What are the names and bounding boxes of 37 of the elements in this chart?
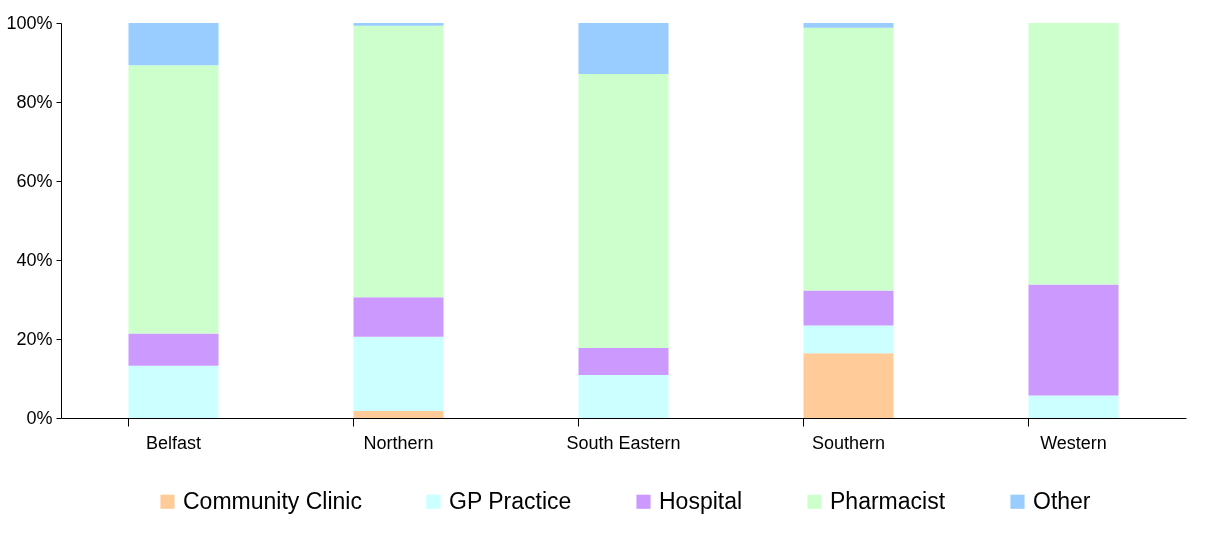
- x-tick-label: Southern: [811, 432, 886, 453]
- bar: [128, 65, 219, 334]
- x-tick-label: Belfast: [145, 432, 202, 453]
- bar: [578, 348, 669, 375]
- y-tick-label: 20%: [16, 328, 53, 349]
- bar: [803, 290, 894, 326]
- x-tick-label: Western: [1040, 432, 1107, 453]
- bar: [578, 73, 669, 349]
- bar: [803, 353, 894, 418]
- legend-label: Community Clinic: [183, 487, 362, 514]
- x-tick-label: South Eastern: [566, 432, 681, 453]
- legend-label: GP Practice: [449, 487, 572, 514]
- bar: [353, 23, 444, 26]
- bar: [1028, 23, 1119, 285]
- bar: [1028, 395, 1119, 418]
- bar: [1028, 284, 1119, 396]
- bar: [803, 27, 894, 291]
- y-tick-label: 40%: [16, 249, 53, 270]
- y-tick-label: 60%: [16, 170, 53, 191]
- legend-label: Hospital: [659, 487, 743, 514]
- bar: [578, 374, 669, 418]
- bar: [803, 325, 894, 354]
- bar: [353, 25, 444, 298]
- bar: [353, 336, 444, 411]
- y-tick-label: 80%: [16, 91, 53, 112]
- bar: [128, 23, 219, 66]
- legend-label: Pharmacist: [830, 487, 946, 514]
- y-tick-label: 100%: [6, 12, 53, 33]
- bar: [128, 365, 219, 418]
- bar: [128, 333, 219, 366]
- bar: [353, 410, 444, 418]
- y-tick-label: 0%: [26, 407, 53, 428]
- bar: [578, 23, 669, 74]
- bar: [353, 297, 444, 337]
- bar: [803, 23, 894, 28]
- x-tick-label: Northern: [363, 432, 434, 453]
- legend-label: Other: [1033, 487, 1091, 514]
